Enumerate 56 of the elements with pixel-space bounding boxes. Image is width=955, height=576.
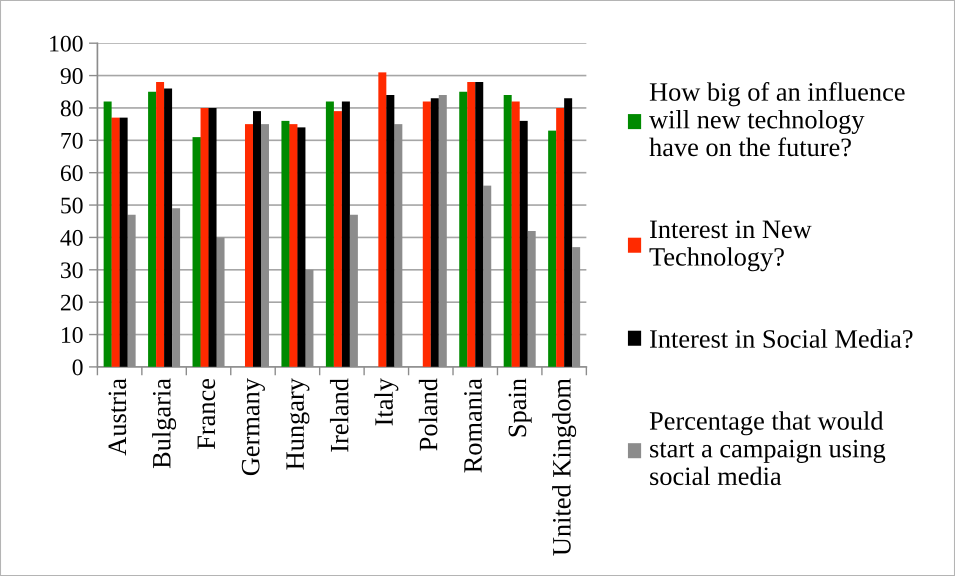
bar [548,130,556,367]
y-tick-label: 0 [72,359,83,376]
bar [281,120,290,367]
y-tick-label: 50 [61,198,83,214]
x-tick-label: Austria [108,378,126,456]
bar [422,101,431,367]
legend-label: Percentage that would start a campaign using social media [650,411,886,486]
x-tick-label: Romania [464,378,482,473]
x-tick-label: Poland [418,378,438,451]
y-tick-label: 70 [61,132,83,149]
bar [148,92,156,367]
bar [342,101,350,367]
y-tick-label: 20 [60,294,83,311]
legend-label: How big of an influence will new technology have on the future? [649,82,905,156]
bar [556,108,564,367]
y-tick-label: 80 [60,100,83,116]
y-tick-label: 90 [60,68,83,84]
x-tick-label: United Kingdom [552,378,576,556]
bar [120,118,128,367]
y-tick-label: 30 [61,262,83,278]
bar [104,101,112,367]
y-tick-label: 40 [60,230,83,246]
bar [297,127,306,367]
bar [192,137,201,367]
bar [520,120,528,367]
bar [564,98,572,367]
x-tick-label: Spain [508,378,532,436]
bar [504,94,512,367]
bar [430,98,439,367]
bar [512,101,520,367]
legend-label: Interest in New Technology? [650,220,812,272]
bar [252,111,261,367]
bar [156,82,164,367]
y-tick-label: 10 [62,327,83,343]
y-tick-label: 60 [60,165,83,182]
bar [467,82,476,367]
bar [200,108,209,367]
bar [326,101,334,367]
bar [378,72,386,367]
bar [386,94,394,367]
bar [112,118,120,367]
x-tick-label: Italy [374,378,398,426]
bar [164,88,172,367]
y-tick-label: 100 [50,36,83,52]
x-tick-label: Germany [242,378,265,476]
bar [244,124,253,367]
bar [289,124,298,367]
x-tick-label: Ireland [330,378,348,452]
x-tick-label: Hungary [286,378,310,470]
bar [208,108,217,367]
x-tick-label: France [198,378,216,450]
legend-label: Interest in Social Media? [650,329,912,348]
bar [475,82,484,367]
bar [459,92,468,367]
x-tick-label: Bulgaria [152,378,176,468]
bar [334,111,342,367]
